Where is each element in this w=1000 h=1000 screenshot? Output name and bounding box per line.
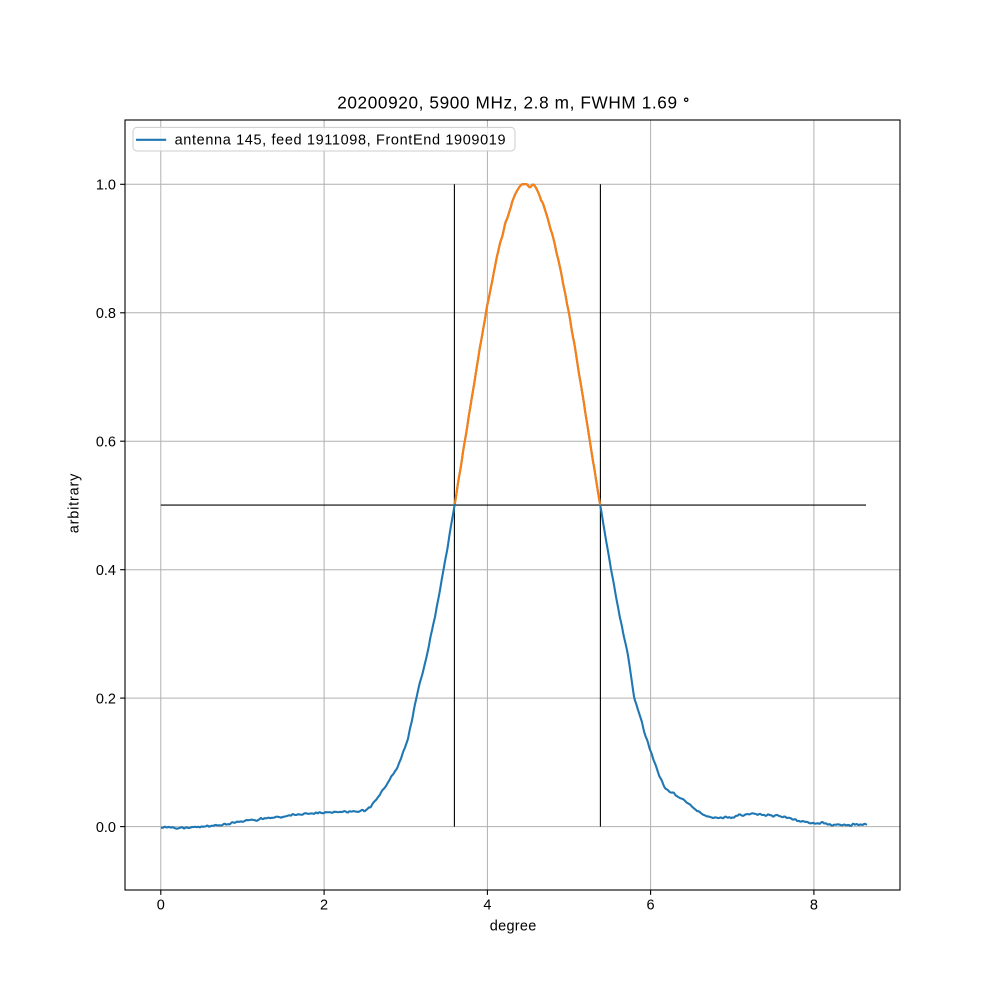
svg-text:6: 6 — [647, 898, 655, 914]
svg-text:degree: degree — [490, 918, 537, 934]
svg-text:arbitrary: arbitrary — [67, 473, 83, 533]
svg-text:0.0: 0.0 — [96, 820, 116, 836]
svg-text:1.0: 1.0 — [96, 178, 116, 194]
svg-text:antenna 145, feed 1911098, Fro: antenna 145, feed 1911098, FrontEnd 1909… — [175, 133, 507, 149]
svg-text:2: 2 — [320, 898, 328, 914]
svg-text:4: 4 — [483, 898, 491, 914]
svg-text:0.2: 0.2 — [96, 691, 116, 707]
svg-text:0.6: 0.6 — [96, 434, 116, 450]
svg-text:0.4: 0.4 — [96, 563, 116, 579]
svg-text:0.8: 0.8 — [96, 306, 116, 322]
svg-text:20200920, 5900 MHz, 2.8 m, FWH: 20200920, 5900 MHz, 2.8 m, FWHM 1.69 — [337, 93, 677, 113]
svg-text:0: 0 — [157, 898, 165, 914]
svg-text:8: 8 — [810, 898, 818, 914]
